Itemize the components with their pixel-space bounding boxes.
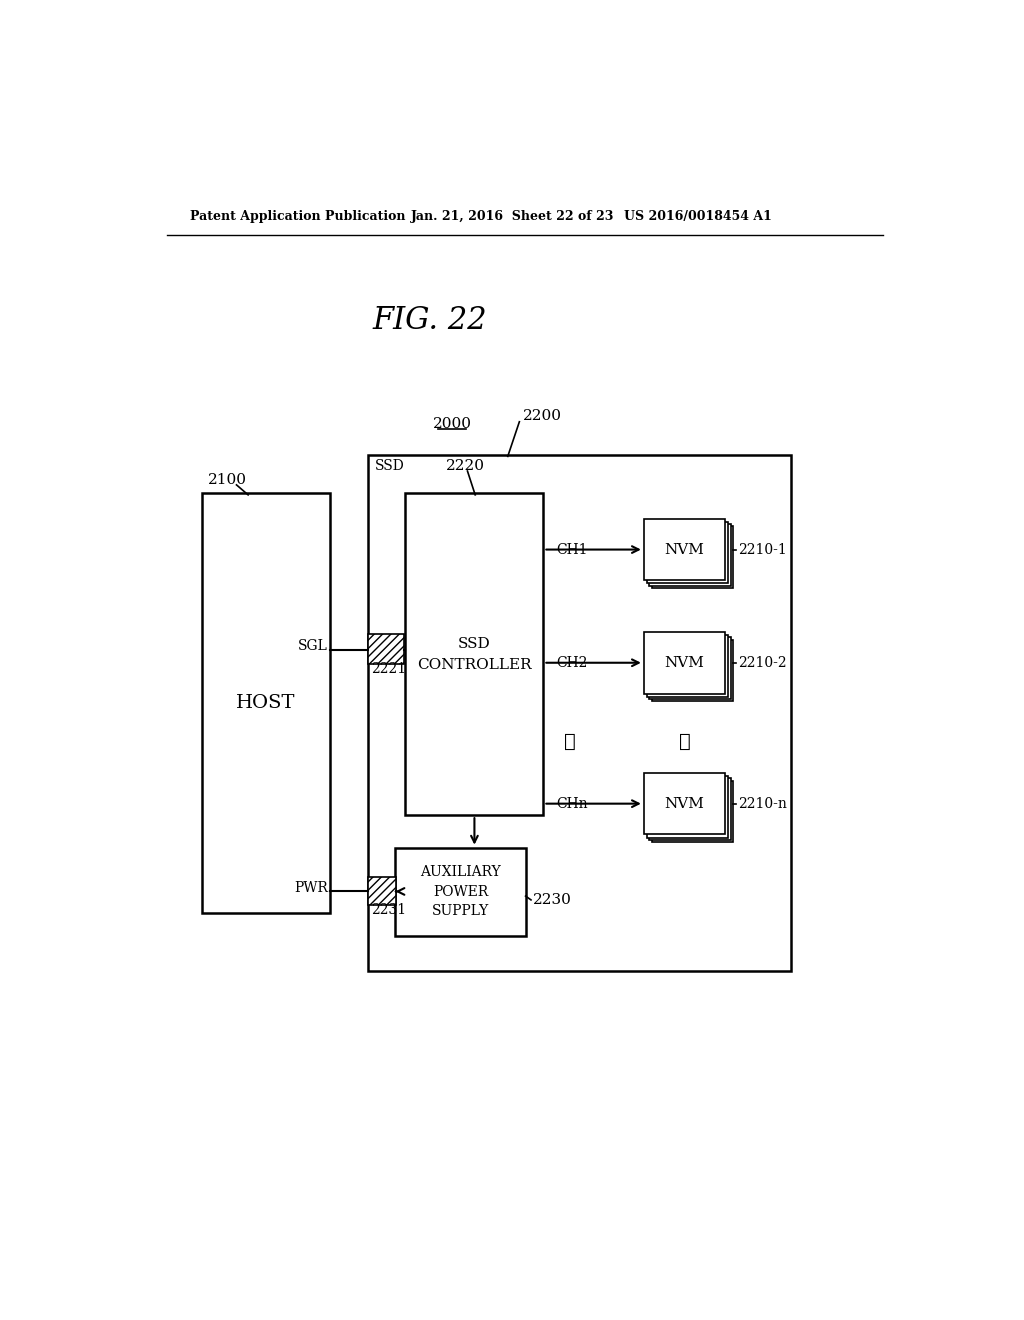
Text: NVM: NVM bbox=[665, 543, 705, 557]
Text: PWR: PWR bbox=[294, 880, 328, 895]
Text: SGL: SGL bbox=[298, 639, 328, 653]
Text: CHn: CHn bbox=[557, 797, 588, 810]
Bar bbox=[647, 776, 728, 838]
Text: 2210-2: 2210-2 bbox=[738, 656, 786, 669]
Bar bbox=[651, 527, 733, 589]
Text: 2210-1: 2210-1 bbox=[738, 543, 786, 557]
Text: 2231: 2231 bbox=[371, 903, 406, 917]
Text: Patent Application Publication: Patent Application Publication bbox=[190, 210, 406, 223]
Bar bbox=[651, 640, 733, 701]
Text: FIG. 22: FIG. 22 bbox=[373, 305, 487, 335]
Bar bbox=[369, 876, 396, 904]
Text: 2200: 2200 bbox=[523, 409, 562, 424]
Text: 2210-n: 2210-n bbox=[738, 797, 786, 810]
Bar bbox=[651, 780, 733, 842]
Text: ⋮: ⋮ bbox=[679, 733, 690, 751]
Bar bbox=[644, 774, 725, 834]
Bar bbox=[644, 519, 725, 581]
Text: ⋮: ⋮ bbox=[563, 733, 575, 751]
Text: US 2016/0018454 A1: US 2016/0018454 A1 bbox=[624, 210, 772, 223]
Text: NVM: NVM bbox=[665, 656, 705, 669]
Text: AUXILIARY
POWER
SUPPLY: AUXILIARY POWER SUPPLY bbox=[420, 866, 501, 919]
Text: 2230: 2230 bbox=[532, 892, 571, 907]
Bar bbox=[647, 521, 728, 583]
Bar bbox=[406, 494, 544, 816]
Text: Jan. 21, 2016  Sheet 22 of 23: Jan. 21, 2016 Sheet 22 of 23 bbox=[411, 210, 614, 223]
Text: SSD: SSD bbox=[375, 459, 404, 474]
Bar bbox=[644, 632, 725, 693]
Text: NVM: NVM bbox=[665, 797, 705, 810]
Text: CH1: CH1 bbox=[557, 543, 588, 557]
Text: 2221: 2221 bbox=[371, 661, 406, 676]
Text: 2220: 2220 bbox=[445, 459, 484, 474]
Bar bbox=[647, 635, 728, 697]
Bar bbox=[649, 779, 730, 840]
Text: CH2: CH2 bbox=[557, 656, 588, 669]
Bar bbox=[369, 455, 791, 970]
Bar bbox=[202, 494, 330, 913]
Text: SSD
CONTROLLER: SSD CONTROLLER bbox=[417, 638, 531, 672]
Bar bbox=[649, 638, 730, 700]
Text: HOST: HOST bbox=[236, 694, 295, 713]
Bar bbox=[649, 524, 730, 586]
Bar bbox=[369, 635, 403, 664]
Bar bbox=[395, 847, 525, 936]
Text: 2100: 2100 bbox=[208, 474, 247, 487]
Text: 2000: 2000 bbox=[432, 417, 471, 432]
